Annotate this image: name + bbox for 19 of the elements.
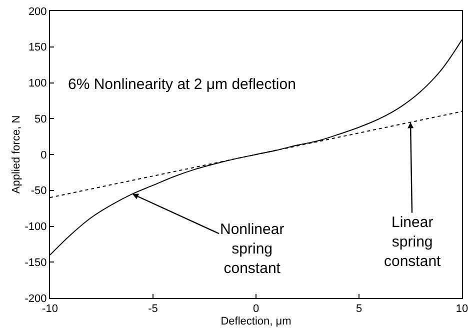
x-axis-title: Deflection, μm: [220, 315, 292, 328]
annotation: Nonlinear spring constant: [220, 221, 284, 277]
y-tick-label: 100: [28, 78, 47, 90]
x-tick-label: 5: [356, 303, 362, 316]
annotation: Linear spring constant: [384, 214, 442, 270]
y-tick-label: 150: [28, 42, 47, 54]
annotation: 6% Nonlinearity at 2 μm deflection: [68, 76, 296, 93]
y-tick-label: -200: [24, 292, 47, 305]
y-tick-label: 50: [34, 113, 47, 126]
y-tick-label: 200: [28, 6, 47, 18]
x-tick-label: 10: [456, 303, 468, 316]
x-tick-label: -10: [42, 303, 58, 316]
y-tick-label: -50: [30, 185, 47, 198]
y-tick-label: -100: [24, 221, 47, 234]
x-tick-label: -5: [148, 303, 158, 316]
y-tick-label: 0: [40, 149, 47, 162]
x-tick-label: 0: [252, 303, 260, 316]
y-tick-label: -150: [24, 256, 47, 269]
y-axis-title: Applied force, N: [10, 115, 22, 194]
